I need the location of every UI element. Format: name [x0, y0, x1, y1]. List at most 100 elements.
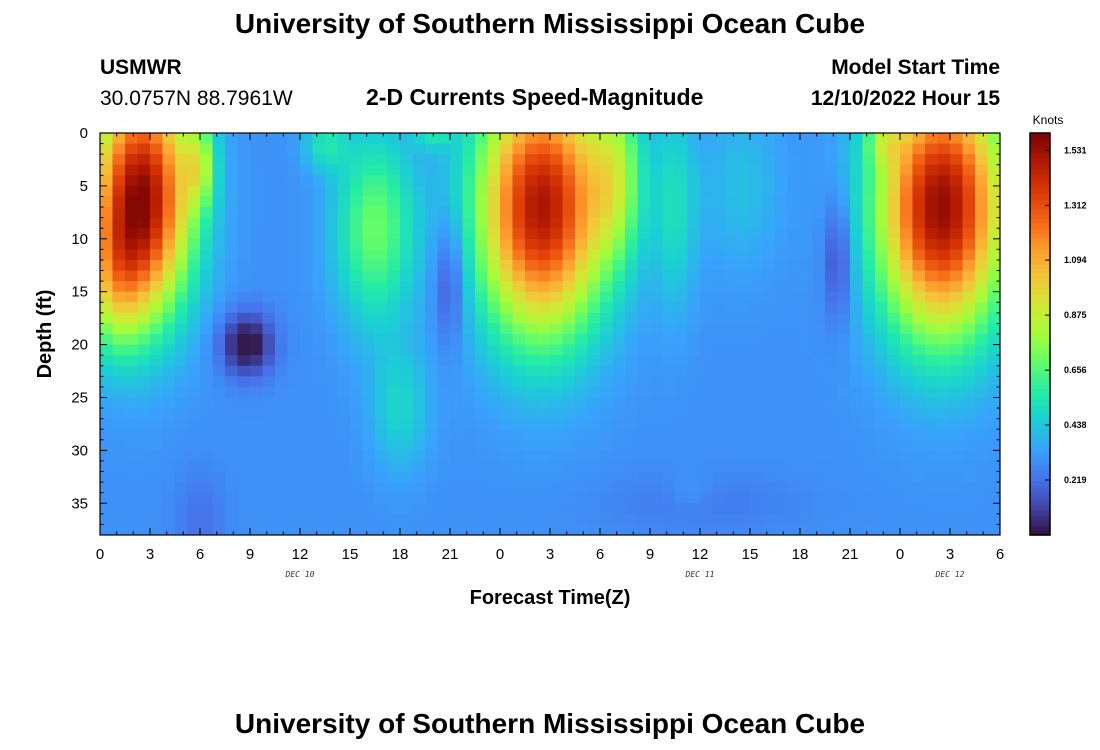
heatmap-cell — [100, 503, 114, 515]
heatmap-cell — [462, 524, 476, 535]
heatmap-cell — [575, 143, 589, 155]
heatmap-cell — [800, 418, 814, 430]
heatmap-cell — [387, 344, 401, 356]
heatmap-cell — [412, 418, 426, 430]
heatmap-cell — [375, 397, 389, 409]
heatmap-cell — [750, 397, 764, 409]
heatmap-cell — [850, 376, 864, 388]
heatmap-cell — [612, 376, 626, 388]
heatmap-cell — [600, 323, 614, 335]
colorbar-segment — [1030, 469, 1050, 476]
heatmap-cell — [925, 207, 939, 219]
heatmap-cell — [562, 334, 576, 346]
heatmap-cell — [850, 291, 864, 303]
heatmap-cell — [275, 228, 289, 240]
heatmap-cell — [162, 408, 176, 420]
colorbar-segment — [1030, 419, 1050, 426]
heatmap-cell — [912, 175, 926, 187]
heatmap-cell — [125, 408, 139, 420]
heatmap-cell — [237, 185, 251, 198]
heatmap-cell — [625, 355, 639, 367]
colorbar-segment — [1030, 163, 1050, 169]
heatmap-cell — [787, 439, 801, 451]
heatmap-cell — [350, 408, 364, 420]
heatmap-cell — [550, 334, 564, 346]
heatmap-cell — [212, 397, 226, 409]
heatmap-cell — [675, 482, 689, 494]
heatmap-cell — [912, 270, 926, 282]
heatmap-cell — [587, 439, 601, 451]
heatmap-cell — [287, 524, 301, 535]
heatmap-cell — [637, 302, 651, 314]
heatmap-cell — [225, 238, 239, 250]
x-tick-label: 21 — [442, 546, 459, 563]
heatmap-cell — [775, 228, 789, 240]
heatmap-cell — [787, 228, 801, 240]
heatmap-cell — [412, 334, 426, 346]
heatmap-cell — [300, 133, 314, 145]
heatmap-cell — [850, 133, 864, 145]
heatmap-cell — [237, 492, 251, 504]
heatmap-cell — [312, 143, 326, 155]
heatmap-cell — [600, 270, 614, 282]
heatmap-cell — [150, 408, 164, 420]
heatmap-cell — [637, 492, 651, 504]
heatmap-cell — [450, 259, 464, 272]
heatmap-cell — [787, 376, 801, 388]
heatmap-cell — [837, 376, 851, 388]
heatmap-cell — [850, 460, 864, 473]
heatmap-cell — [600, 302, 614, 314]
heatmap-cell — [312, 196, 326, 208]
heatmap-cell — [125, 386, 139, 399]
heatmap-cell — [712, 418, 726, 430]
heatmap-cell — [900, 207, 914, 219]
heatmap-cell — [512, 397, 526, 409]
heatmap-cell — [362, 228, 376, 240]
heatmap-cell — [587, 196, 601, 208]
heatmap-cell — [812, 355, 826, 367]
heatmap-cell — [762, 270, 776, 282]
heatmap-cell — [987, 439, 1000, 451]
heatmap-cell — [562, 281, 576, 293]
heatmap-cell — [200, 397, 214, 409]
heatmap-cell — [175, 450, 189, 462]
heatmap-cell — [350, 143, 364, 155]
heatmap-cell — [737, 439, 751, 451]
heatmap-cell — [237, 503, 251, 515]
heatmap-cell — [712, 154, 726, 166]
heatmap-cell — [937, 238, 951, 250]
heatmap-cell — [950, 302, 964, 314]
colorbar-segment — [1030, 248, 1050, 255]
heatmap-cell — [450, 386, 464, 399]
heatmap-cell — [212, 175, 226, 187]
heatmap-cell — [525, 164, 539, 176]
heatmap-cell — [600, 439, 614, 451]
heatmap-cell — [750, 355, 764, 367]
heatmap-cell — [150, 386, 164, 399]
heatmap-cell — [962, 397, 976, 409]
heatmap-cell — [162, 249, 176, 261]
heatmap-cell — [112, 228, 126, 240]
heatmap-cell — [775, 281, 789, 293]
heatmap-cell — [912, 281, 926, 293]
heatmap-cell — [937, 270, 951, 282]
heatmap-cell — [437, 482, 451, 494]
heatmap-cell — [775, 482, 789, 494]
heatmap-cell — [837, 334, 851, 346]
heatmap-cell — [262, 386, 276, 399]
heatmap-cell — [400, 185, 414, 198]
heatmap-cell — [575, 492, 589, 504]
heatmap-cell — [487, 482, 501, 494]
heatmap-cell — [650, 281, 664, 293]
heatmap-cell — [962, 439, 976, 451]
heatmap-cell — [787, 249, 801, 261]
heatmap-cell — [175, 334, 189, 346]
x-tick-label: 15 — [742, 546, 759, 563]
heatmap-cell — [800, 291, 814, 303]
heatmap-cell — [350, 439, 364, 451]
heatmap-cell — [225, 281, 239, 293]
heatmap-cell — [400, 196, 414, 208]
heatmap-cell — [837, 344, 851, 356]
heatmap-cell — [325, 228, 339, 240]
heatmap-cell — [387, 429, 401, 441]
